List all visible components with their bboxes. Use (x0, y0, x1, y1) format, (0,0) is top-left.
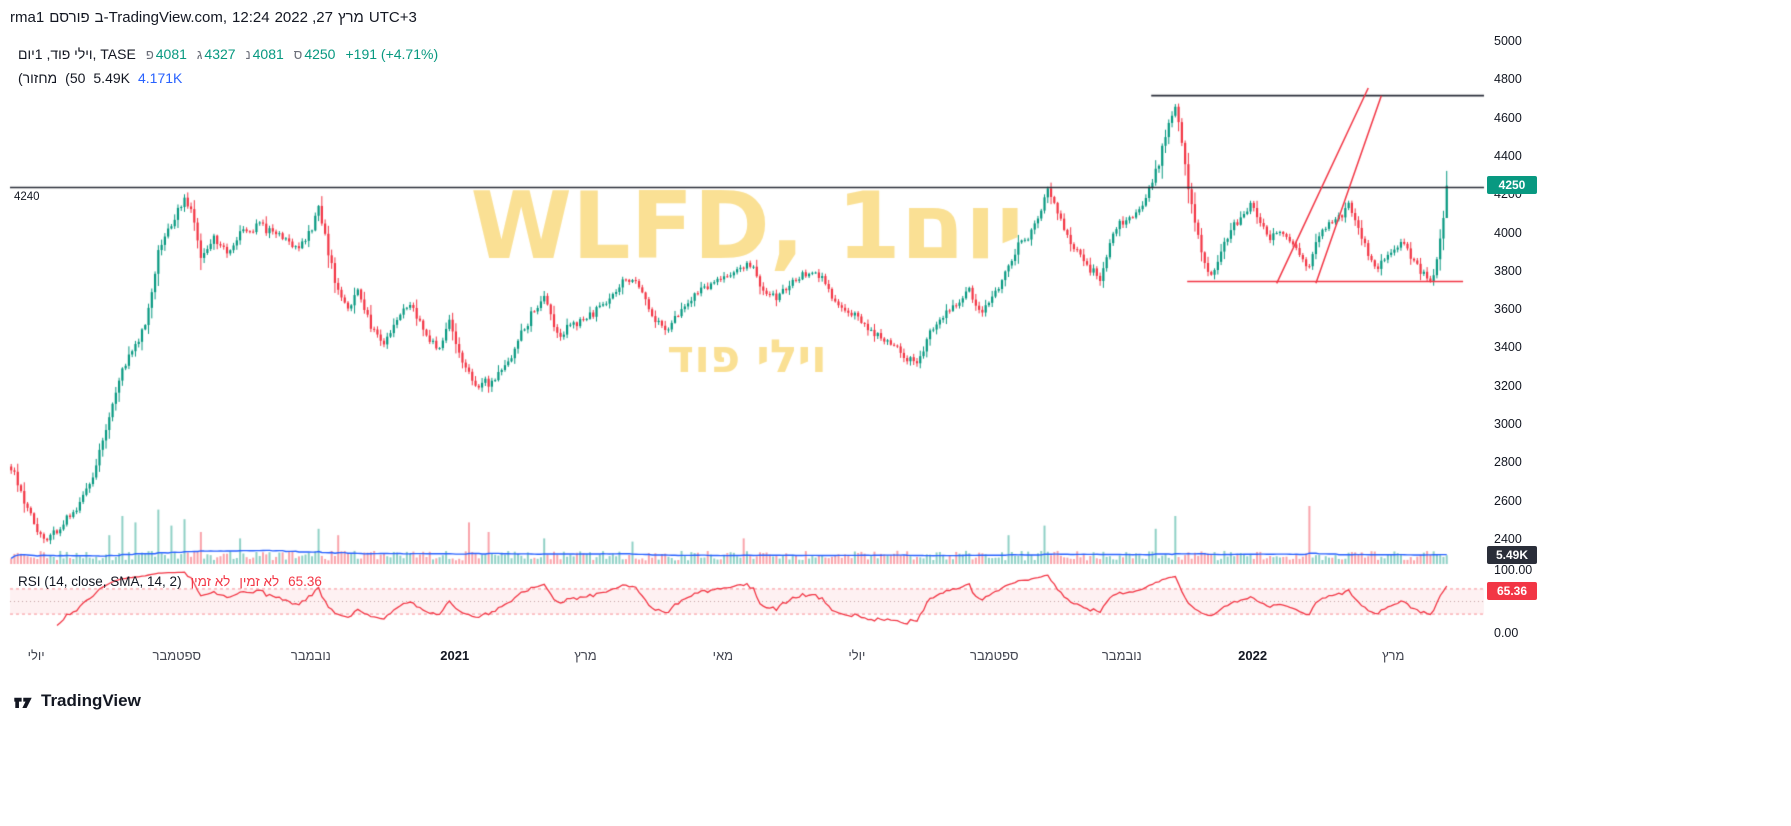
volume-legend-row[interactable]: (מחזור (50 5.49K 4.171K (18, 70, 182, 86)
published-time: 12:24 (232, 9, 270, 26)
volume-badge: 5.49K (1487, 546, 1537, 564)
rsi-badge: 65.36 (1487, 581, 1537, 600)
rsi-legend-row[interactable]: RSI (14, close, SMA, 14, 2) לא זמין לא ז… (18, 574, 322, 589)
time-axis-label: יולי (27, 648, 45, 663)
publish-header: rma1 פורסם ב-TradingView.com, 12:24 2022… (10, 9, 417, 26)
ohlc-high-value: 4327 (204, 46, 236, 62)
ohlc-high-label: ג (196, 47, 203, 62)
price-axis-label: 4400 (1494, 148, 1522, 163)
ohlc-close-label: ס (293, 47, 303, 62)
time-axis-label: נובמבר (290, 648, 331, 663)
ohlc-low-label: נ (245, 47, 251, 62)
ohlc-low: נ 4081 (246, 46, 284, 62)
published-word: פורסם (49, 9, 90, 26)
price-axis-label: 4000 (1494, 225, 1522, 240)
ohlc-open: פ 4081 (146, 46, 187, 62)
rsi-label: RSI (14, close, SMA, 14, 2) (18, 574, 182, 589)
volume-ma-value: 4.171K (137, 70, 183, 86)
publisher-username: rma1 (10, 9, 45, 26)
time-axis-label: ספטמבר (970, 648, 1019, 663)
time-axis-label: מרץ (574, 648, 597, 663)
volume-label-length: (50 (65, 70, 86, 86)
ohlc-low-value: 4081 (252, 46, 284, 62)
ohlc-open-value: 4081 (155, 46, 187, 62)
last-price-badge: 4250 (1487, 175, 1537, 194)
tradingview-logo-icon[interactable] (12, 690, 34, 712)
price-axis-label: 2600 (1494, 493, 1522, 508)
volume-label-name: (מחזור (18, 70, 58, 86)
ohlc-close-value: 4250 (304, 46, 336, 62)
price-axis-label: 4600 (1494, 110, 1522, 125)
price-axis-label: 3200 (1494, 378, 1522, 393)
published-site: ב-TradingView.com, (94, 9, 228, 26)
price-axis-label: 3600 (1494, 302, 1522, 317)
time-axis-label: יולי (848, 648, 866, 663)
time-axis-label: נובמבר (1101, 648, 1142, 663)
volume-current-value: 5.49K (93, 70, 130, 86)
ohlc-high: ג 4327 (197, 46, 236, 62)
symbol-title: וילי פוד, 1יום, TASE (18, 46, 136, 62)
price-axis-label: 3800 (1494, 263, 1522, 278)
time-axis-label: מאי (712, 648, 734, 663)
rsi-na-2: לא זמין (239, 574, 280, 589)
time-axis-label: 2022 (1238, 648, 1268, 663)
price-axis-label: 2400 (1494, 532, 1522, 546)
price-axis-label: 5000 (1494, 34, 1522, 48)
published-timezone: UTC+3 (368, 9, 417, 26)
brand-name: TradingView (41, 691, 141, 710)
price-axis-label: 4800 (1494, 72, 1522, 87)
ohlc-open-label: פ (145, 47, 154, 62)
price-axis-label: 2800 (1494, 455, 1522, 470)
time-axis-label: ספטמבר (152, 648, 201, 663)
published-date: 2022 ,27 (274, 9, 333, 26)
footer-brand: TradingView (12, 690, 141, 712)
hline-price-label: 4240 (14, 190, 40, 203)
change-value: +191 (+4.71%) (345, 46, 439, 62)
price-axis-label: 3400 (1494, 340, 1522, 355)
rsi-current-value: 65.36 (288, 574, 322, 589)
price-axis-label: 3000 (1494, 417, 1522, 432)
rsi-axis-label: 0.00 (1494, 626, 1519, 640)
time-axis-label: 2021 (440, 648, 470, 663)
published-month: מרץ (337, 9, 364, 26)
rsi-axis-label: 100.00 (1494, 563, 1533, 577)
ohlc-close: ס 4250 (294, 46, 336, 62)
rsi-na-1: לא זמין (190, 574, 231, 589)
time-axis-label: מרץ (1381, 648, 1405, 663)
symbol-legend-row[interactable]: וילי פוד, 1יום, TASE פ 4081 ג 4327 נ 408… (18, 46, 438, 62)
